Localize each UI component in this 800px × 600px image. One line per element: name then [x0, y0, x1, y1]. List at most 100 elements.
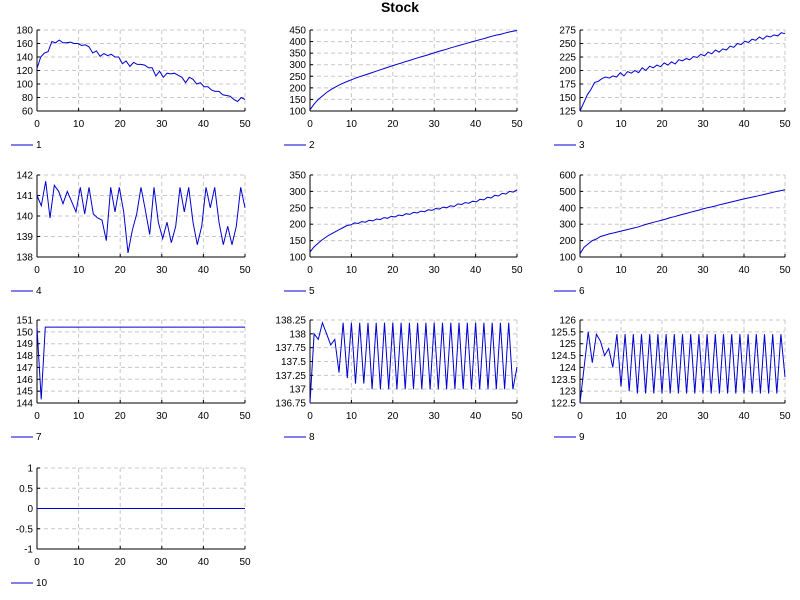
series-line-4 [36, 181, 246, 253]
chart-panel-1: 60 80 100 120 140 160 180 0 10 20 30 40 50 1 [11, 26, 251, 151]
chart-panel-6: 100 200 300 400 500 600 0 10 20 30 40 50 6 [554, 171, 791, 297]
x-tick-label: 30 [156, 265, 168, 276]
y-tick-label: 137.25 [275, 371, 306, 382]
chart-title: Stock [380, 0, 420, 15]
x-tick-label: 50 [239, 265, 251, 276]
series-line-8 [309, 321, 518, 404]
x-tick-label: 0 [307, 411, 313, 422]
x-tick-label: 40 [470, 411, 482, 422]
x-tick-label: 30 [697, 265, 709, 276]
y-tick-label: 137 [289, 385, 306, 396]
y-tick-label: 200 [559, 66, 576, 77]
x-tick-label: 40 [738, 119, 750, 130]
legend-label: 5 [309, 286, 315, 297]
legend-label: 6 [579, 286, 585, 297]
x-tick-label: 10 [346, 119, 358, 130]
x-tick-label: 0 [307, 119, 313, 130]
x-tick-label: 40 [738, 265, 750, 276]
x-tick-label: 20 [115, 265, 127, 276]
x-tick-label: 0 [577, 411, 583, 422]
y-tick-label: 250 [559, 39, 576, 50]
y-tick-label: 80 [22, 93, 34, 104]
x-tick-label: 20 [656, 265, 668, 276]
y-tick-label: 200 [559, 236, 576, 247]
y-tick-label: 100 [289, 107, 306, 118]
x-tick-label: 30 [156, 119, 168, 130]
chart-panel-4: 138 139 140 141 142 0 10 20 30 40 50 4 [11, 171, 251, 297]
x-tick-label: 20 [115, 557, 127, 568]
y-tick-label: 200 [289, 220, 306, 231]
y-tick-label: 600 [559, 171, 576, 182]
y-tick-label: 122.5 [551, 399, 576, 410]
chart-panel-3: 125 150 175 200 225 250 275 0 10 20 30 40 50 3 [554, 26, 791, 151]
y-tick-label: 275 [559, 26, 576, 37]
y-tick-label: -1 [24, 545, 33, 556]
x-tick-label: 50 [779, 119, 791, 130]
y-tick-label: 250 [289, 203, 306, 214]
y-tick-label: 200 [289, 83, 306, 94]
x-tick-label: 20 [387, 119, 399, 130]
y-tick-label: 137.75 [275, 343, 306, 354]
y-tick-label: 300 [289, 60, 306, 71]
y-tick-label: 124 [559, 363, 576, 374]
x-tick-label: 50 [239, 119, 251, 130]
x-tick-label: 20 [387, 265, 399, 276]
y-tick-label: 60 [22, 107, 34, 118]
x-tick-label: 10 [346, 411, 358, 422]
y-tick-label: 139 [16, 232, 33, 243]
y-tick-label: 150 [559, 93, 576, 104]
y-tick-label: 300 [289, 187, 306, 198]
x-tick-label: 20 [387, 411, 399, 422]
series-line-5 [309, 189, 518, 253]
y-tick-label: 147 [16, 363, 33, 374]
y-tick-label: 400 [289, 37, 306, 48]
legend-label: 9 [579, 432, 585, 443]
x-tick-label: 30 [156, 557, 168, 568]
series-line-9 [579, 331, 786, 404]
x-tick-label: 40 [198, 411, 210, 422]
x-tick-label: 20 [115, 119, 127, 130]
y-tick-label: 136.75 [275, 399, 306, 410]
x-tick-label: 50 [511, 119, 523, 130]
x-tick-label: 40 [470, 119, 482, 130]
x-tick-label: 10 [615, 119, 627, 130]
x-tick-label: 40 [198, 557, 210, 568]
y-tick-label: 138.25 [275, 316, 306, 327]
y-tick-label: 140 [16, 53, 33, 64]
legend-label: 1 [36, 140, 42, 151]
series-line-2 [309, 30, 518, 111]
x-tick-label: 50 [239, 411, 251, 422]
y-tick-label: 123.5 [551, 375, 576, 386]
x-tick-label: 10 [73, 265, 85, 276]
y-tick-label: 137.5 [281, 357, 306, 368]
y-tick-label: 450 [289, 26, 306, 37]
legend-label: 8 [309, 432, 315, 443]
y-tick-label: 0.5 [19, 484, 33, 495]
y-tick-label: 175 [559, 80, 576, 91]
x-tick-label: 50 [239, 557, 251, 568]
x-tick-label: 50 [779, 411, 791, 422]
y-tick-label: 150 [289, 95, 306, 106]
y-tick-label: 300 [559, 220, 576, 231]
x-tick-label: 20 [115, 411, 127, 422]
y-tick-label: 126 [559, 316, 576, 327]
x-tick-label: 10 [346, 265, 358, 276]
x-tick-label: 10 [73, 411, 85, 422]
y-tick-label: 120 [16, 66, 33, 77]
x-tick-label: 10 [615, 265, 627, 276]
x-tick-label: 20 [656, 411, 668, 422]
y-tick-label: 500 [559, 187, 576, 198]
x-tick-label: 50 [779, 265, 791, 276]
y-tick-label: 350 [289, 49, 306, 60]
x-tick-label: 50 [511, 265, 523, 276]
y-tick-label: 160 [16, 39, 33, 50]
y-tick-label: 250 [289, 72, 306, 83]
x-tick-label: 50 [511, 411, 523, 422]
x-tick-label: 0 [34, 411, 40, 422]
y-tick-label: 100 [559, 253, 576, 264]
y-tick-label: 180 [16, 26, 33, 37]
y-tick-label: 149 [16, 339, 33, 350]
